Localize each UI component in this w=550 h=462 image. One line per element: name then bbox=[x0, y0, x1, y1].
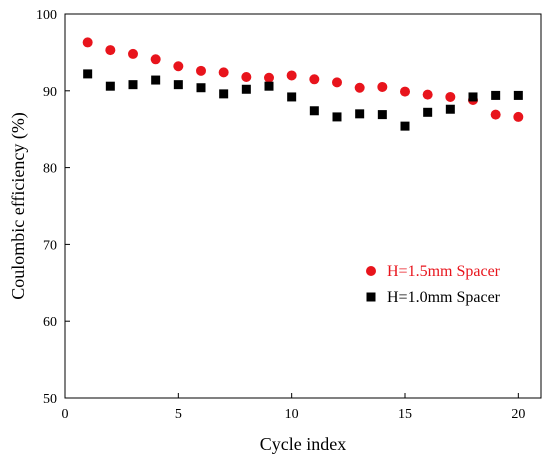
legend-marker bbox=[366, 266, 376, 276]
data-point bbox=[287, 92, 297, 102]
data-point bbox=[150, 54, 161, 65]
plot-frame bbox=[64, 13, 542, 399]
data-point bbox=[468, 92, 478, 102]
data-point bbox=[241, 71, 252, 82]
y-tick-label: 70 bbox=[43, 238, 57, 253]
x-tick-label: 5 bbox=[175, 407, 182, 422]
data-point bbox=[354, 82, 365, 93]
data-point bbox=[513, 90, 523, 100]
data-point bbox=[218, 67, 229, 78]
data-point bbox=[332, 77, 342, 88]
y-tick-label: 60 bbox=[43, 315, 57, 330]
data-point bbox=[445, 104, 455, 114]
data-point bbox=[309, 74, 320, 85]
data-point bbox=[491, 90, 501, 100]
legend-marker bbox=[366, 292, 376, 302]
data-point bbox=[490, 109, 501, 120]
data-point bbox=[355, 109, 365, 119]
x-tick-label: 0 bbox=[62, 407, 69, 422]
data-point bbox=[105, 45, 116, 56]
x-axis-title: Cycle index bbox=[260, 434, 346, 454]
x-tick-label: 15 bbox=[398, 407, 412, 422]
data-point bbox=[423, 107, 433, 117]
data-point bbox=[400, 86, 410, 97]
data-point bbox=[82, 37, 93, 48]
y-tick-label: 80 bbox=[43, 162, 57, 177]
data-point bbox=[264, 72, 274, 83]
data-point bbox=[128, 48, 138, 59]
data-points bbox=[82, 37, 524, 131]
data-point bbox=[264, 81, 274, 91]
y-axis-title: Coulombic efficiency (%) bbox=[8, 112, 29, 300]
series-1 bbox=[82, 37, 524, 122]
data-point bbox=[173, 80, 183, 90]
axis-ticks: 0 5 10 15 20 50 60 70 80 90 100 bbox=[36, 8, 525, 422]
x-tick-label: 20 bbox=[511, 407, 525, 422]
x-tick-label: 10 bbox=[285, 407, 299, 422]
data-point bbox=[513, 111, 524, 122]
data-point bbox=[83, 69, 93, 79]
data-point bbox=[377, 110, 387, 120]
y-tick-label: 90 bbox=[43, 85, 57, 100]
data-point bbox=[286, 70, 297, 81]
series-2 bbox=[83, 69, 523, 131]
data-point bbox=[445, 91, 456, 102]
data-point bbox=[332, 112, 342, 122]
y-tick-label: 100 bbox=[36, 8, 57, 23]
data-point bbox=[309, 106, 319, 116]
legend-label: H=1.0mm Spacer bbox=[387, 289, 501, 306]
legend-label: H=1.5mm Spacer bbox=[387, 263, 501, 280]
data-point bbox=[105, 81, 115, 91]
data-point bbox=[196, 65, 206, 76]
data-point bbox=[422, 89, 433, 100]
data-point bbox=[128, 80, 138, 90]
data-point bbox=[151, 75, 161, 85]
data-point bbox=[196, 83, 206, 93]
data-point bbox=[400, 121, 410, 131]
data-point bbox=[173, 61, 184, 72]
y-tick-label: 50 bbox=[43, 392, 57, 407]
legend: H=1.5mm Spacer H=1.0mm Spacer bbox=[366, 263, 501, 306]
data-point bbox=[377, 81, 388, 92]
data-point bbox=[219, 89, 229, 99]
data-point bbox=[241, 84, 251, 94]
